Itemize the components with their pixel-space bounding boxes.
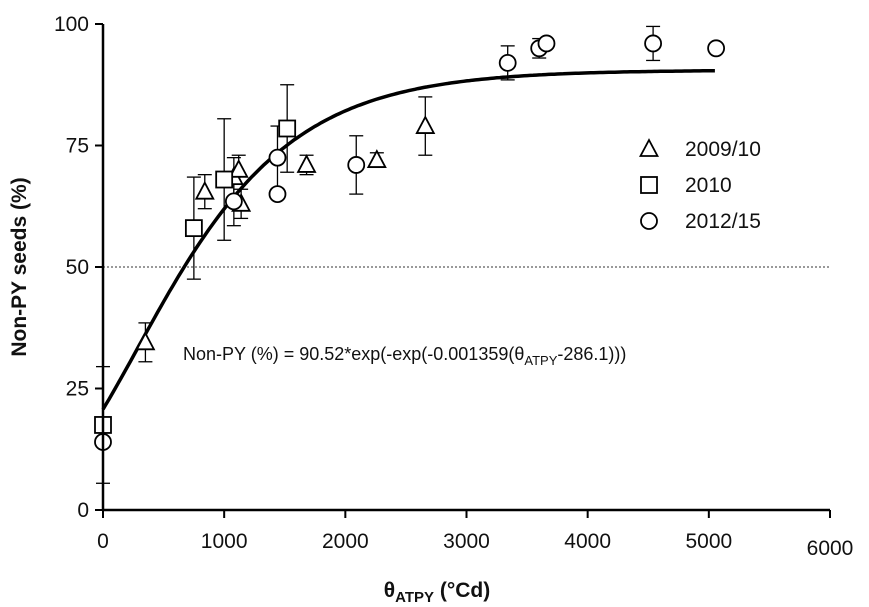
data-point-circle [268, 148, 287, 167]
legend-label: 2009/10 [685, 138, 761, 161]
data-point-square [278, 119, 297, 138]
legend-marker-triangle [639, 138, 659, 157]
data-point-circle [347, 156, 366, 174]
data-point-triangle [228, 158, 249, 178]
data-point-square [184, 219, 203, 238]
data-point-triangle [296, 154, 317, 173]
data-point-triangle [415, 115, 436, 134]
y-tick-label: 75 [66, 135, 89, 158]
x-axis-title-symbol: θ [384, 579, 395, 602]
y-tick-label: 0 [77, 499, 89, 522]
legend-label: 2012/15 [685, 210, 761, 233]
legend-marker-circle [640, 212, 658, 230]
y-axis-title: Non-PY seeds (%) [8, 177, 31, 356]
legend: 2009/10 2010 2012/15 [639, 138, 761, 233]
y-tick-label: 100 [54, 13, 89, 36]
data-point-triangle [135, 331, 156, 351]
y-axis-ticks: 0 25 50 75 100 [54, 13, 103, 522]
data-point-circle [268, 185, 287, 204]
x-axis-title-unit: (°Cd) [434, 579, 490, 602]
data-point-circle [224, 192, 243, 211]
equation-suffix: -286.1))) [557, 344, 626, 364]
fit-curve [101, 69, 715, 411]
data-markers [94, 34, 726, 451]
equation-prefix: Non-PY (%) = 90.52*exp(-exp(-0.001359( [183, 344, 514, 364]
error-bars [96, 25, 661, 484]
x-tick-label: 0 [97, 530, 109, 553]
x-tick-label: 4000 [564, 530, 611, 553]
x-tick-label: 6000 [807, 537, 854, 560]
data-point-square [215, 170, 234, 189]
x-axis-title: θATPY (°Cd) [384, 579, 490, 606]
data-point-circle [707, 39, 726, 58]
x-axis-ticks: 0 1000 2000 3000 4000 5000 6000 [97, 510, 853, 560]
equation-symbol: θ [514, 344, 524, 364]
x-axis-title-subscript: ATPY [395, 589, 434, 606]
x-tick-label: 5000 [685, 530, 732, 553]
y-tick-label: 50 [66, 256, 89, 279]
plot-area [94, 25, 830, 484]
y-tick-label: 25 [66, 378, 89, 401]
x-tick-label: 3000 [443, 530, 490, 553]
legend-marker-square [640, 176, 658, 194]
data-point-triangle [366, 149, 387, 168]
equation-subscript: ATPY [524, 353, 557, 368]
x-tick-label: 2000 [322, 530, 369, 553]
data-point-circle [537, 34, 556, 53]
data-point-circle [498, 53, 517, 72]
legend-label: 2010 [685, 174, 732, 197]
axes: 0 1000 2000 3000 4000 5000 6000 0 25 50 75 100 [54, 13, 853, 560]
data-point-triangle [194, 180, 215, 200]
x-tick-label: 1000 [201, 530, 248, 553]
fit-equation: Non-PY (%) = 90.52*exp(-exp(-0.001359(θA… [183, 344, 626, 368]
data-point-circle [644, 34, 662, 53]
